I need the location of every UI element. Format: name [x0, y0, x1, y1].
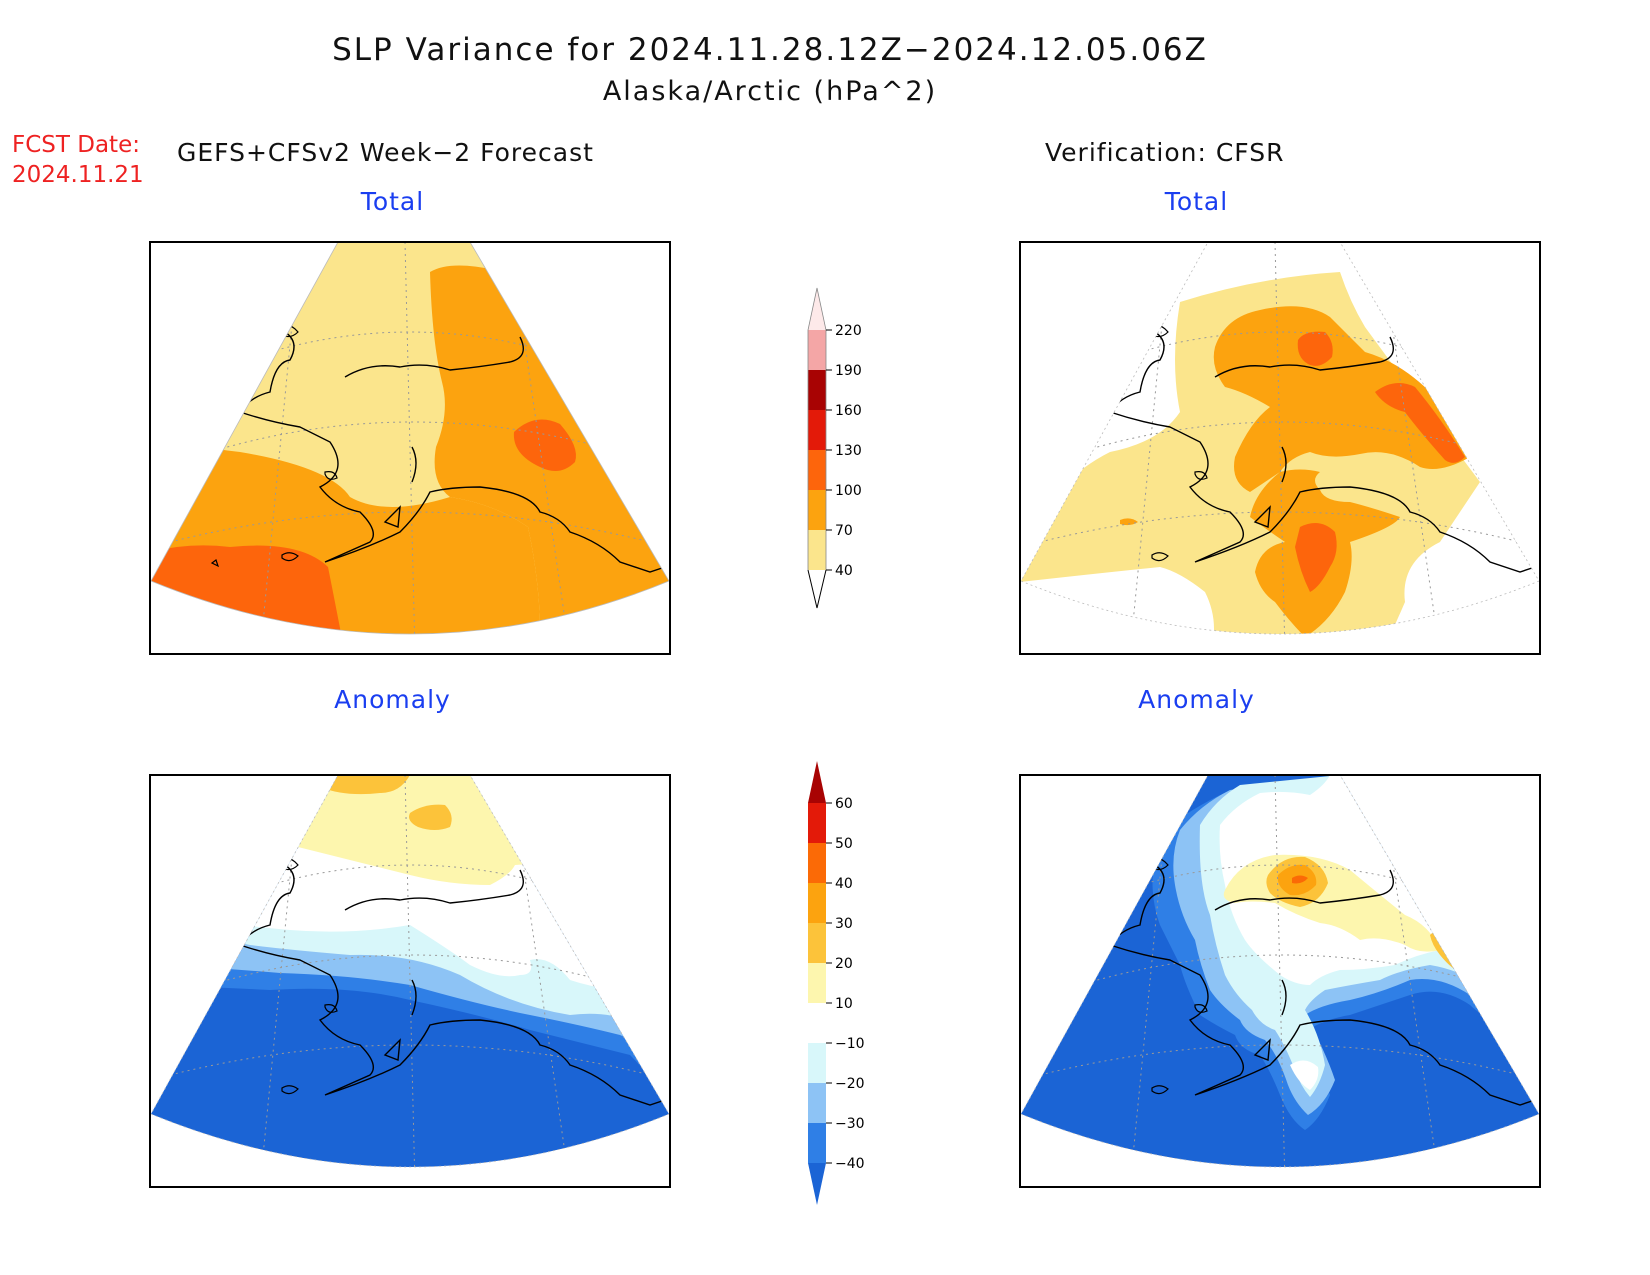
map-edge [150, 241, 670, 635]
colorbar-tick-label: 130 [835, 443, 862, 459]
colorbar-tick-label: −40 [835, 1156, 865, 1172]
total-colorbar: 40 70 100 130 160 190 220 [807, 287, 862, 609]
colorbar-bin [808, 1123, 826, 1163]
coastline [238, 331, 666, 573]
colorbar-bin [808, 1043, 826, 1083]
shade-100-east [1375, 383, 1465, 463]
colorbar-bin [808, 530, 826, 570]
colorbar-tick-label: −10 [835, 1036, 865, 1052]
shade-pos20-north [320, 775, 410, 795]
colorbar-bin [808, 803, 826, 843]
map-edge [1020, 241, 1540, 635]
map-frame [1019, 241, 1541, 655]
graticule [1039, 242, 1521, 634]
map-edge [150, 774, 670, 1168]
map-title: SLP Variance for 2024.11.28.12Z−2024.12.… [332, 32, 1208, 68]
graticule [169, 242, 651, 634]
colorbar-tick-label: −20 [835, 1076, 865, 1092]
colorbar-tick-label: 60 [835, 796, 853, 812]
shade-pos40 [1292, 875, 1308, 884]
fcst-date-label: FCST Date: [12, 132, 140, 158]
colorbar-tick-label: 190 [835, 363, 862, 379]
forecast-heading: GEFS+CFSv2 Week−2 Forecast [177, 138, 594, 167]
colorbar-tick-label: 50 [835, 836, 853, 852]
colorbar-bin [808, 490, 826, 530]
forecast-anomaly-label: Anomaly [334, 685, 451, 714]
verification-total-map [1019, 241, 1541, 655]
colorbar-bin [808, 1083, 826, 1123]
verification-total-label: Total [1164, 187, 1229, 216]
shade-100-southwest [151, 545, 345, 634]
shade-100-south [1295, 523, 1337, 592]
shade-70-dot [1120, 518, 1138, 526]
colorbar-bin [808, 370, 826, 410]
colorbar-lower-tail [808, 1163, 826, 1205]
shade-neutral-south [1290, 1060, 1319, 1090]
map-frame [149, 774, 671, 1188]
colorbar-tick-label: 30 [835, 916, 853, 932]
colorbar-bin [808, 450, 826, 490]
colorbar-tick-label: 40 [835, 876, 853, 892]
graticule [169, 775, 651, 1167]
shade-pos20-east [409, 804, 452, 830]
shade-pos10 [151, 775, 669, 885]
colorbar-bin [808, 330, 826, 370]
map-frame [1019, 774, 1541, 1188]
coastline [1108, 331, 1536, 573]
colorbar-bin [808, 963, 826, 1003]
colorbar-tick-label: 220 [835, 323, 862, 339]
forecast-total-label: Total [360, 187, 425, 216]
coastline [1108, 864, 1536, 1106]
colorbar-bin [808, 843, 826, 883]
verification-anomaly-label: Anomaly [1138, 685, 1255, 714]
forecast-anomaly-map [149, 774, 671, 1188]
colorbar-tick-label: −30 [835, 1116, 865, 1132]
colorbar-tick-label: 70 [835, 523, 853, 539]
colorbar-bin [808, 1003, 826, 1043]
colorbar-bin [808, 923, 826, 963]
colorbar-bin [808, 883, 826, 923]
colorbar-tick-label: 20 [835, 956, 853, 972]
colorbar-tick-label: 100 [835, 483, 862, 499]
forecast-total-map [149, 241, 671, 655]
colorbar-tick-label: 40 [835, 563, 853, 579]
map-edge [1020, 774, 1540, 1168]
colorbar-tick-label: 10 [835, 996, 853, 1012]
colorbar-lower-tail [807, 569, 827, 609]
verification-heading: Verification: CFSR [1045, 138, 1285, 167]
map-subtitle: Alaska/Arctic (hPa^2) [602, 76, 938, 107]
fcst-date-value: 2024.11.21 [12, 162, 144, 188]
graticule [1039, 775, 1521, 1167]
coastline [238, 864, 666, 1106]
colorbar-tick-label: 160 [835, 403, 862, 419]
anomaly-colorbar: −40 −30 −20 −10 10 20 30 40 50 60 [808, 761, 865, 1205]
colorbar-bin [808, 410, 826, 450]
verification-anomaly-map [1019, 774, 1541, 1188]
colorbar-upper-tail [808, 761, 826, 803]
colorbar-upper-tail [808, 288, 826, 330]
shade-100-north [1297, 331, 1333, 366]
map-frame [149, 241, 671, 655]
shade-100-east [513, 419, 576, 471]
